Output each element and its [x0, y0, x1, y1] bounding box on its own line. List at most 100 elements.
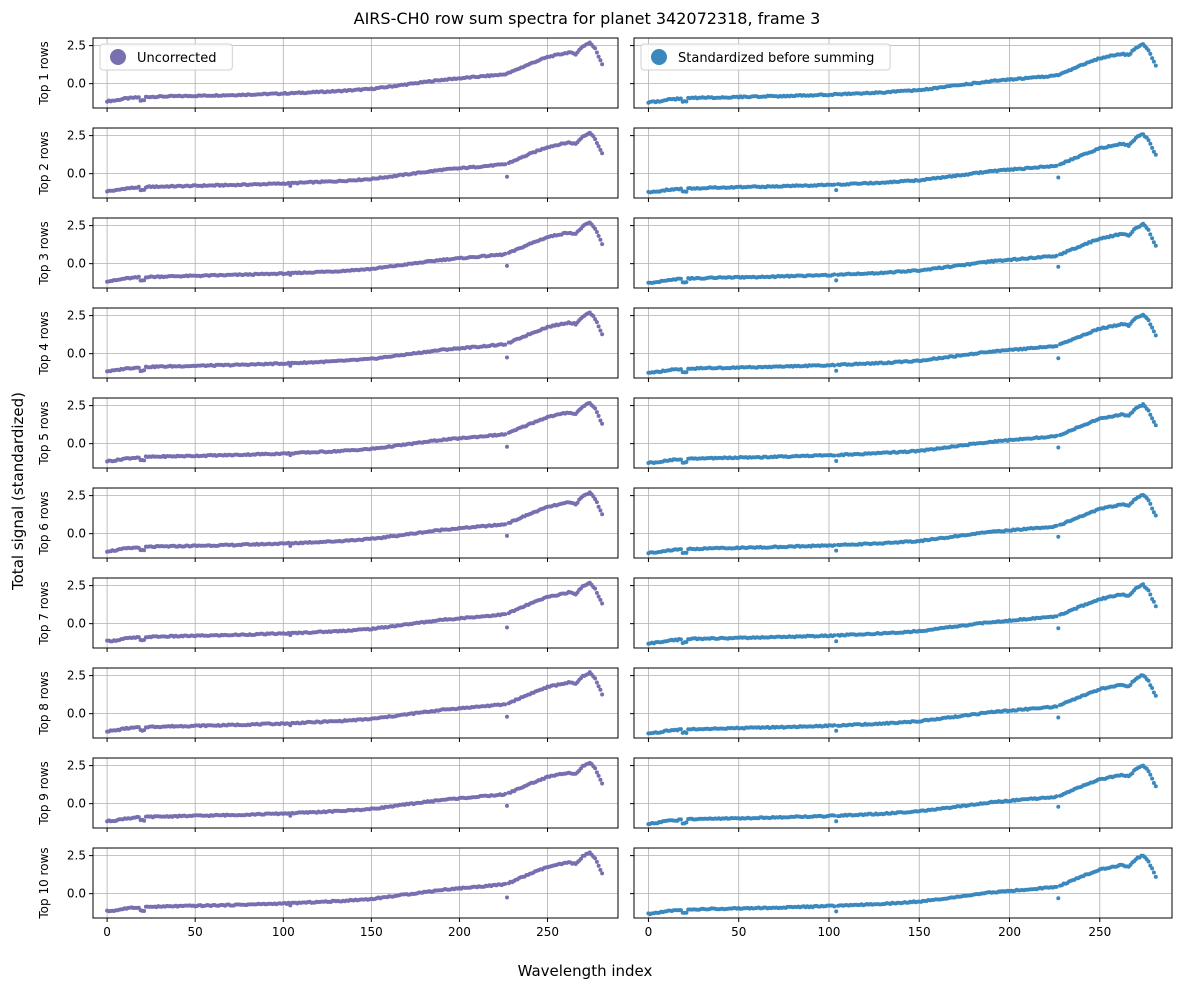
data-point [832, 272, 837, 277]
data-point [142, 818, 147, 823]
data-point [834, 728, 839, 733]
data-point [596, 54, 601, 59]
data-point [1054, 704, 1059, 709]
panel-frame [633, 487, 1173, 559]
data-point [598, 237, 603, 242]
data-point [596, 594, 601, 599]
data-point [598, 597, 603, 602]
data-point [593, 497, 598, 502]
data-point [1128, 682, 1133, 687]
row-label: Top 7 rows [37, 581, 51, 646]
data-point [1146, 138, 1151, 143]
data-point [832, 363, 837, 368]
data-point [594, 590, 599, 595]
data-point [503, 612, 508, 617]
data-point [1153, 604, 1158, 609]
data-point [834, 188, 839, 193]
data-point [598, 508, 603, 513]
panel-8-right [630, 667, 1173, 742]
y-tick-label: 0.0 [67, 257, 86, 271]
data-point [596, 684, 601, 689]
data-point [832, 633, 837, 638]
chart-title: AIRS-CH0 row sum spectra for planet 3420… [354, 9, 821, 28]
data-point [1153, 693, 1158, 698]
data-point [593, 676, 598, 681]
data-point [505, 263, 509, 268]
data-point [142, 278, 147, 283]
data-point [684, 550, 689, 555]
data-point [596, 144, 601, 149]
panel-frame [92, 397, 619, 469]
panel-frame [92, 577, 619, 649]
data-point [505, 625, 509, 630]
data-point [575, 500, 580, 505]
y-tick-label: 2.5 [67, 39, 86, 53]
data-point [288, 813, 293, 818]
data-point [593, 226, 598, 231]
data-point [1056, 175, 1061, 180]
data-point [1151, 419, 1156, 424]
data-point [136, 274, 141, 279]
data-point [1148, 232, 1153, 237]
data-point [1153, 152, 1158, 157]
data-point [598, 147, 603, 152]
row-label: Top 2 rows [37, 131, 51, 196]
data-point [598, 418, 603, 423]
data-point [600, 601, 605, 606]
data-point [503, 251, 508, 256]
data-point [142, 548, 147, 553]
data-point [594, 320, 599, 325]
data-point [1153, 333, 1158, 338]
data-point [1054, 344, 1059, 349]
data-point [1151, 59, 1156, 64]
data-point [1054, 163, 1059, 168]
data-point [678, 727, 683, 732]
panel-frame [633, 37, 1173, 109]
data-point [1148, 592, 1153, 597]
data-point [678, 276, 683, 281]
panel-frame [633, 397, 1173, 469]
data-point [136, 815, 141, 820]
data-point [596, 324, 601, 329]
data-point [1146, 498, 1151, 503]
y-tick-label: 0.0 [67, 707, 86, 721]
data-point [1056, 264, 1061, 269]
data-point [288, 183, 293, 188]
panel-frame [92, 487, 619, 559]
panel-frame [92, 307, 619, 379]
data-point [834, 459, 839, 463]
data-point [1056, 445, 1061, 450]
panel-frame [633, 577, 1173, 649]
panel-7-right [630, 577, 1173, 652]
data-point [678, 457, 683, 462]
data-point [678, 547, 683, 552]
data-point [593, 46, 598, 51]
data-point [600, 151, 605, 156]
y-tick-label: 2.5 [67, 129, 86, 143]
data-point [594, 680, 599, 685]
data-point [286, 180, 291, 185]
data-point [1151, 149, 1156, 154]
data-point [834, 639, 839, 644]
data-point [1150, 686, 1155, 690]
y-tick-label: 2.5 [67, 489, 86, 503]
data-point [505, 714, 509, 719]
data-point [678, 637, 683, 642]
data-point [598, 687, 603, 692]
data-point [684, 280, 689, 285]
y-tick-label: 0.0 [67, 527, 86, 541]
y-tick-label: 0.0 [67, 167, 86, 181]
legend-entry: Uncorrected [137, 51, 217, 66]
data-point [1150, 56, 1155, 61]
data-point [505, 533, 509, 538]
panel-frame [92, 37, 619, 109]
data-point [1148, 141, 1153, 146]
data-point [142, 458, 147, 463]
data-point [600, 332, 605, 337]
data-point [1153, 63, 1158, 68]
data-point [1148, 322, 1153, 327]
